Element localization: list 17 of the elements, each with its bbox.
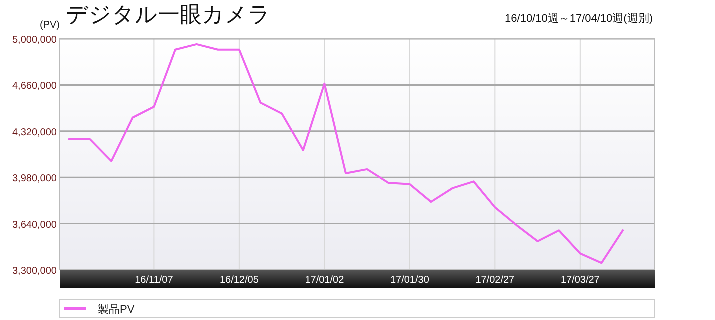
x-tick-label: 17/01/02 bbox=[305, 275, 345, 286]
y-tick-label: 3,300,000 bbox=[12, 266, 58, 277]
legend-label: 製品PV bbox=[98, 303, 136, 316]
y-axis-title: (PV) bbox=[40, 20, 60, 31]
x-tick-label: 16/11/07 bbox=[135, 275, 174, 286]
x-tick-label: 16/12/05 bbox=[220, 275, 260, 286]
y-tick-label: 3,640,000 bbox=[12, 220, 58, 231]
y-tick-label: 5,000,000 bbox=[12, 35, 58, 46]
line-series bbox=[68, 43, 624, 264]
y-tick-label: 4,660,000 bbox=[12, 81, 58, 92]
x-tick-label: 17/02/27 bbox=[476, 275, 516, 286]
y-tick-label: 3,980,000 bbox=[12, 174, 58, 185]
x-tick-label: 17/01/30 bbox=[390, 275, 430, 286]
chart-subtitle: 16/10/10週～17/04/10週(週別) bbox=[505, 13, 653, 25]
x-tick-label: 17/03/27 bbox=[560, 275, 600, 286]
chart-title: デジタル一眼カメラ bbox=[66, 3, 271, 28]
y-tick-label: 4,320,000 bbox=[12, 127, 58, 138]
